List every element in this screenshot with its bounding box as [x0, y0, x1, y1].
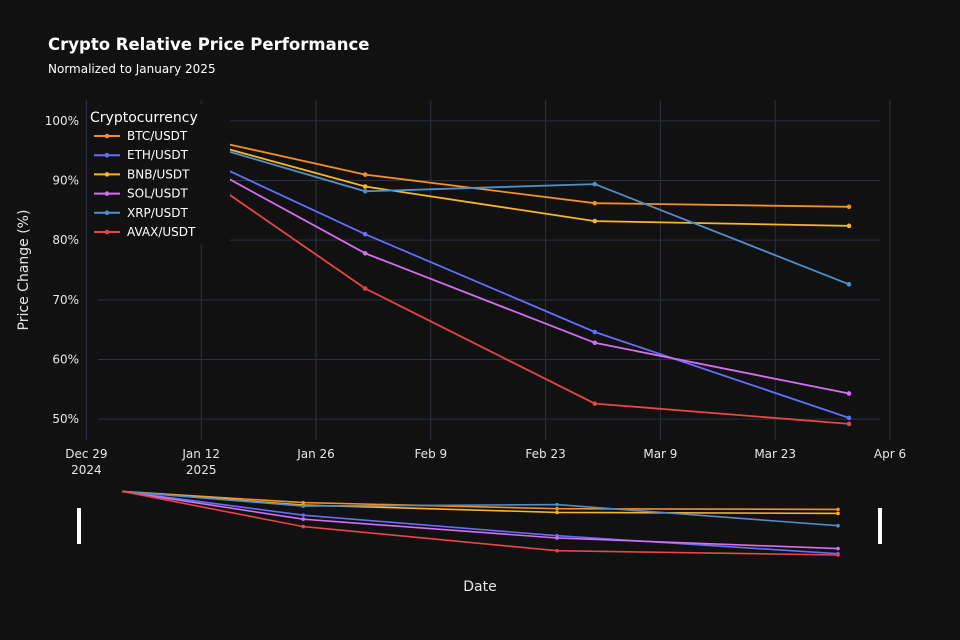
range-slider-point-bnb-usdt: [555, 510, 559, 515]
range-slider-right-handle[interactable]: [878, 508, 882, 544]
range-slider-left-handle[interactable]: [77, 508, 81, 544]
series-line-xrp-usdt[interactable]: [200, 142, 850, 286]
series-line-bnb-usdt[interactable]: [200, 140, 850, 227]
series-line-eth-usdt[interactable]: [200, 157, 850, 419]
range-slider-point-bnb-usdt: [836, 511, 840, 516]
data-point-eth-usdt[interactable]: [362, 231, 368, 237]
legend-marker: [104, 229, 110, 235]
range-slider-line-avax-usdt: [121, 490, 839, 556]
range-slider-point-btc-usdt: [555, 506, 559, 511]
data-point-avax-usdt[interactable]: [846, 421, 852, 427]
y-axis-ticks: 50% 60% 70% 80% 90% 100%: [45, 114, 79, 426]
legend-marker: [104, 191, 110, 196]
range-slider-point-xrp-usdt: [836, 523, 840, 528]
data-point-btc-usdt[interactable]: [362, 172, 368, 177]
data-point-eth-usdt[interactable]: [592, 329, 598, 335]
series-bnb-usdt[interactable]: [198, 139, 852, 229]
y-tick-label: 60%: [52, 352, 79, 366]
range-slider-point-sol-usdt: [301, 517, 306, 521]
legend-item-avax-usdt[interactable]: AVAX/USDT: [94, 225, 196, 239]
range-slider-point-sol-usdt: [555, 536, 559, 540]
range-slider-point-sol-usdt: [836, 546, 840, 551]
data-point-sol-usdt[interactable]: [846, 391, 852, 396]
data-point-bnb-usdt[interactable]: [592, 218, 598, 224]
legend-marker: [104, 210, 110, 216]
data-point-xrp-usdt[interactable]: [362, 188, 368, 194]
legend-label: XRP/USDT: [127, 206, 188, 220]
x-tick-label: Mar 23: [754, 447, 796, 461]
legend-item-bnb-usdt[interactable]: BNB/USDT: [94, 167, 190, 181]
data-point-avax-usdt[interactable]: [362, 286, 368, 291]
legend-item-xrp-usdt[interactable]: XRP/USDT: [94, 206, 188, 220]
range-slider-point-avax-usdt: [836, 553, 840, 557]
x-tick-label: Mar 9: [643, 447, 677, 461]
legend-item-btc-usdt[interactable]: BTC/USDT: [94, 129, 188, 143]
y-tick-label: 70%: [52, 293, 79, 307]
x-tick-label: Dec 29: [65, 447, 107, 461]
x-tick-label: Apr 6: [874, 447, 906, 461]
legend-label: SOL/USDT: [127, 187, 188, 201]
x-axis-label: Date: [463, 579, 496, 595]
range-slider-line-eth-usdt: [121, 490, 839, 555]
data-point-btc-usdt[interactable]: [846, 204, 852, 210]
series-line-btc-usdt[interactable]: [201, 137, 850, 208]
legend-item-eth-usdt[interactable]: ETH/USDT: [94, 148, 189, 162]
series-btc-usdt[interactable]: [198, 135, 852, 210]
series-layer: [198, 135, 852, 427]
legend-label: BTC/USDT: [127, 129, 188, 143]
legend-label: BNB/USDT: [127, 167, 190, 181]
series-line-avax-usdt[interactable]: [200, 174, 850, 425]
range-slider-point-avax-usdt: [555, 548, 559, 553]
x-tick-year-label: 2025: [186, 463, 217, 477]
chart-title: Crypto Relative Price Performance: [48, 35, 369, 54]
range-slider-line-xrp-usdt: [121, 490, 839, 527]
data-point-bnb-usdt[interactable]: [362, 184, 368, 189]
range-slider[interactable]: [77, 490, 882, 557]
y-tick-label: 80%: [52, 233, 79, 247]
range-slider-point-btc-usdt: [301, 500, 306, 505]
range-slider-point-xrp-usdt: [301, 504, 306, 508]
range-slider-series: [121, 490, 840, 557]
range-slider-point-eth-usdt: [301, 513, 306, 517]
data-point-bnb-usdt[interactable]: [846, 223, 852, 229]
x-tick-label: Jan 26: [296, 447, 335, 461]
x-tick-label: Jan 12: [181, 447, 220, 461]
data-point-avax-usdt[interactable]: [592, 401, 598, 406]
series-sol-usdt[interactable]: [198, 161, 852, 396]
y-tick-label: 50%: [52, 412, 79, 426]
y-tick-label: 90%: [52, 174, 79, 188]
range-slider-line-sol-usdt: [121, 490, 839, 550]
range-slider-line-bnb-usdt: [121, 490, 839, 515]
x-tick-year-label: 2024: [71, 463, 102, 477]
data-point-sol-usdt[interactable]: [592, 340, 598, 346]
y-axis-label: Price Change (%): [16, 210, 32, 331]
x-axis-ticks: Dec 29 2024 Jan 12 2025 Jan 26 Feb 9 Feb 23 Mar…: [65, 447, 906, 477]
data-point-xrp-usdt[interactable]: [592, 181, 598, 187]
data-point-sol-usdt[interactable]: [362, 250, 368, 256]
legend-marker: [104, 133, 110, 139]
range-slider-point-xrp-usdt: [555, 502, 559, 507]
series-line-sol-usdt[interactable]: [200, 163, 850, 395]
legend-title: Cryptocurrency: [90, 110, 198, 126]
data-point-btc-usdt[interactable]: [592, 200, 598, 206]
y-tick-label: 100%: [45, 114, 79, 128]
legend-marker: [104, 152, 110, 158]
series-xrp-usdt[interactable]: [198, 141, 852, 287]
range-slider-point-btc-usdt: [836, 507, 840, 512]
range-slider-point-avax-usdt: [301, 524, 306, 529]
legend-label: ETH/USDT: [127, 148, 189, 162]
data-point-xrp-usdt[interactable]: [846, 282, 852, 287]
legend-item-sol-usdt[interactable]: SOL/USDT: [94, 187, 188, 201]
x-tick-label: Feb 9: [414, 447, 447, 461]
chart-subtitle: Normalized to January 2025: [48, 62, 216, 76]
legend-marker: [104, 172, 110, 177]
legend[interactable]: Cryptocurrency BTC/USDT ETH/USDT BNB/USDT S…: [88, 104, 230, 244]
legend-label: AVAX/USDT: [127, 225, 196, 239]
data-point-eth-usdt[interactable]: [846, 415, 852, 421]
x-tick-label: Feb 23: [525, 447, 565, 461]
